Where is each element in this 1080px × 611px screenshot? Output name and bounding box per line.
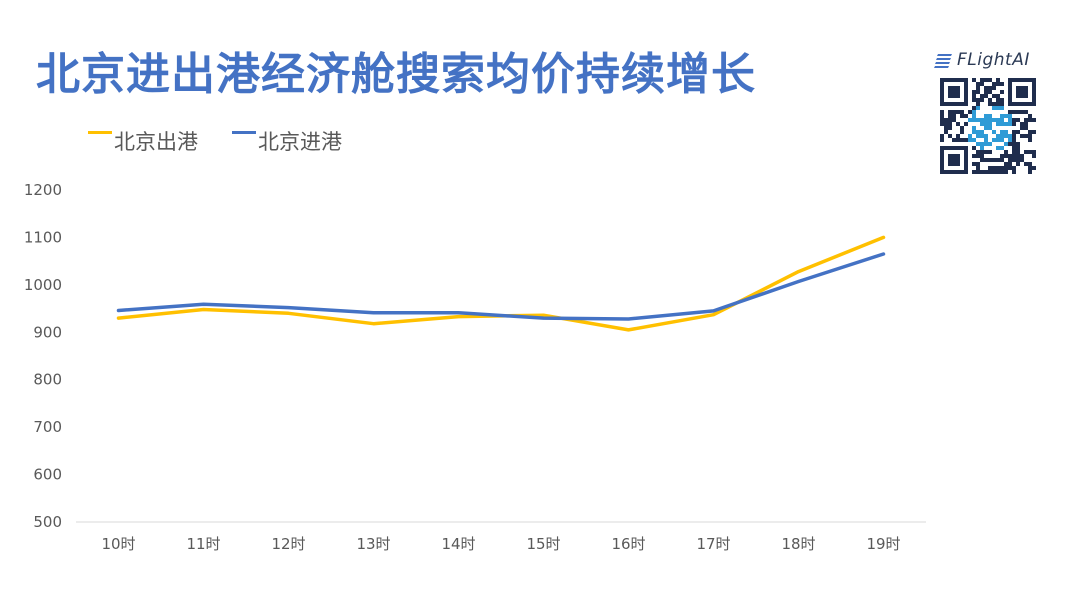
y-tick-label: 600	[33, 466, 62, 484]
x-tick-label: 13时	[356, 535, 390, 553]
x-tick-label: 18时	[781, 535, 815, 553]
x-tick-label: 11时	[186, 535, 220, 553]
legend-label-inbound: 北京进港	[258, 130, 342, 154]
y-tick-label: 1000	[24, 276, 62, 294]
x-tick-label: 16时	[611, 535, 645, 553]
legend-swatch-outbound	[88, 130, 112, 134]
legend-item-outbound[interactable]: 北京出港	[88, 126, 198, 156]
brand-logo[interactable]: FLightAI	[934, 50, 1046, 70]
x-axis-ticks: 10时 11时 12时 13时 14时 15时 16时 17时 18时 19时	[101, 535, 900, 553]
x-tick-label: 10时	[101, 535, 135, 553]
y-tick-label: 1100	[24, 228, 62, 246]
y-axis-ticks: 500 600 700 800 900 1000 1100 1200	[24, 181, 62, 531]
y-tick-label: 1200	[24, 181, 62, 199]
page-title: 北京进出港经济舱搜索均价持续增长	[36, 49, 756, 100]
x-tick-label: 15时	[526, 535, 560, 553]
x-tick-label: 19时	[866, 535, 900, 553]
y-tick-label: 900	[33, 323, 62, 341]
logo-text: FLightAI	[957, 50, 1030, 70]
legend-item-inbound[interactable]: 北京进港	[232, 126, 342, 156]
legend-swatch-inbound	[232, 130, 256, 134]
qr-code-icon[interactable]	[940, 78, 1036, 174]
y-tick-label: 800	[33, 371, 62, 389]
x-tick-label: 12时	[271, 535, 305, 553]
series-line-inbound[interactable]	[116, 252, 886, 321]
legend-label-outbound: 北京出港	[114, 130, 198, 154]
series-lines	[116, 235, 886, 332]
logo-grid-icon	[934, 54, 952, 68]
x-tick-label: 17时	[696, 535, 730, 553]
y-tick-label: 500	[33, 513, 62, 531]
y-tick-label: 700	[33, 418, 62, 436]
chart-legend: 北京出港 北京进港	[88, 126, 342, 156]
x-tick-label: 14时	[441, 535, 475, 553]
